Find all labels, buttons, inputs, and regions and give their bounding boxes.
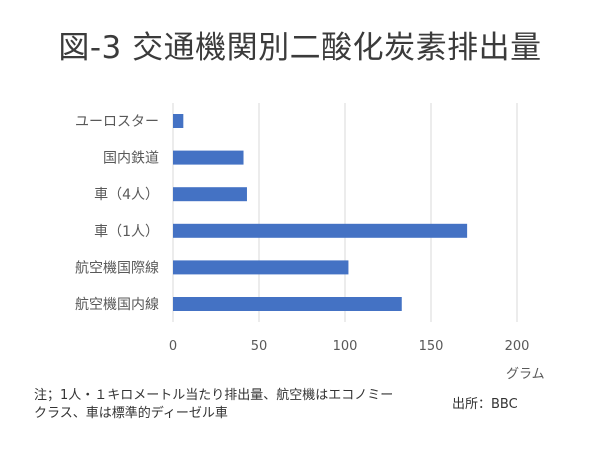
category-label: 航空機国際線 — [75, 260, 159, 276]
footnote: 注；1人・１キロメートル当たり排出量、航空機はエコノミークラス、車は標準的ディー… — [34, 388, 394, 421]
x-tick-label: 200 — [505, 339, 530, 354]
source-label: 出所：BBC — [452, 397, 518, 412]
bar — [173, 150, 244, 165]
x-tick-label: 100 — [333, 339, 358, 354]
category-label: 車（1人） — [94, 223, 159, 240]
category-label: 航空機国内線 — [75, 297, 159, 313]
x-tick-label: 150 — [419, 339, 444, 354]
category-label: 車（4人） — [94, 186, 159, 203]
bar — [173, 187, 247, 202]
bar — [173, 114, 184, 128]
x-tick-label: 0 — [169, 339, 177, 354]
bar — [173, 260, 349, 275]
x-axis-unit-label: グラム — [506, 367, 545, 382]
x-tick-label: 50 — [251, 339, 268, 354]
bar — [173, 297, 402, 311]
category-label: ユーロスター — [75, 114, 159, 130]
category-label: 国内鉄道 — [103, 151, 159, 167]
chart-title: 図-3 交通機関別二酸化炭素排出量 — [58, 30, 542, 66]
bar — [173, 223, 468, 238]
